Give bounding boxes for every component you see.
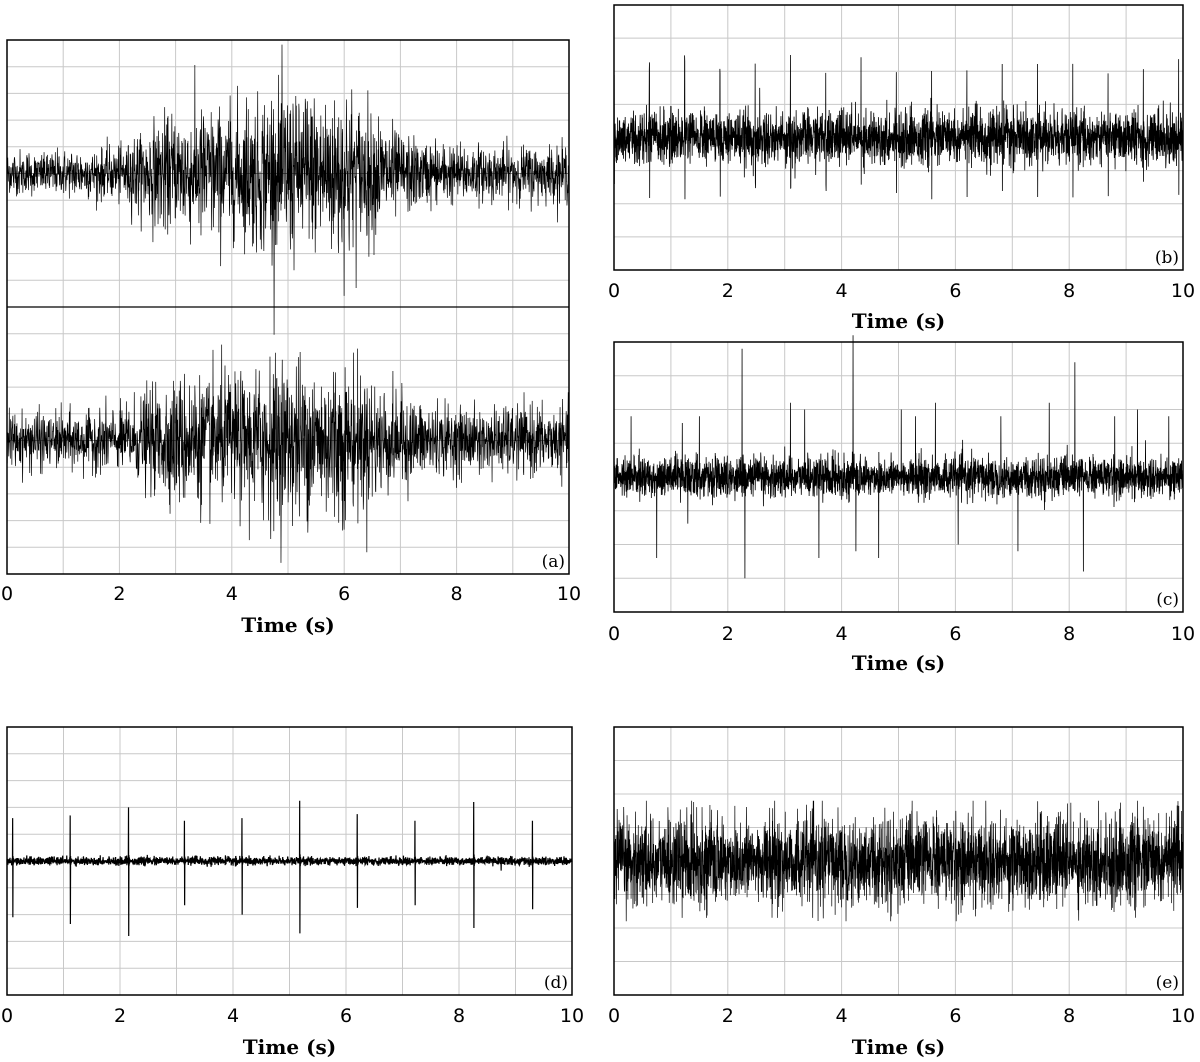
panel-d: 0 2 4 6 8 10 Time (s) (d) [1, 726, 584, 1059]
x-tick-label: 10 [1171, 280, 1195, 302]
x-tick-label: 2 [113, 583, 125, 605]
x-tick-label: 4 [836, 1005, 848, 1027]
series-line [6, 44, 570, 335]
panel-label: (a) [542, 552, 565, 572]
series-line [613, 335, 1184, 579]
x-axis-label: Time (s) [241, 613, 335, 637]
x-tick-label: 0 [608, 280, 620, 302]
x-tick-label: 6 [338, 583, 350, 605]
x-axis-label: Time (s) [852, 1035, 946, 1059]
plot-frame [613, 726, 1184, 996]
x-tick-label: 4 [836, 623, 848, 645]
panel-label: (d) [544, 973, 568, 993]
panel-b: 0 2 4 6 8 10 Time (s) (b) [608, 4, 1195, 333]
plot-frame [6, 39, 570, 575]
x-tick-label: 8 [1063, 280, 1075, 302]
x-tick-label: 2 [722, 623, 734, 645]
plot-frame [6, 726, 573, 996]
x-tick-label: 4 [226, 583, 238, 605]
panel-e: 0 2 4 6 8 10 Time (s) (e) [608, 726, 1195, 1059]
x-tick-label: 4 [836, 280, 848, 302]
x-tick-label: 8 [1063, 623, 1075, 645]
x-tick-label: 0 [1, 583, 13, 605]
x-tick-label: 2 [114, 1005, 126, 1027]
x-axis-label: Time (s) [852, 651, 946, 675]
x-tick-label: 2 [722, 1005, 734, 1027]
x-tick-label: 8 [1063, 1005, 1075, 1027]
panel-a: 0 2 4 6 8 10 Time (s) (a) [1, 39, 581, 637]
x-tick-label: 0 [1, 1005, 13, 1027]
x-tick-label: 10 [557, 583, 581, 605]
x-tick-label: 6 [949, 623, 961, 645]
series-line [6, 344, 570, 563]
x-tick-label: 0 [608, 1005, 620, 1027]
x-tick-label: 6 [949, 1005, 961, 1027]
x-axis-label: Time (s) [852, 309, 946, 333]
series-line [613, 54, 1184, 200]
plot-frame [613, 4, 1184, 271]
panel-label: (c) [1156, 590, 1179, 610]
x-tick-label: 6 [340, 1005, 352, 1027]
x-tick-label: 10 [1171, 1005, 1195, 1027]
x-tick-label: 4 [227, 1005, 239, 1027]
x-tick-label: 2 [722, 280, 734, 302]
panel-c: 0 2 4 6 8 10 Time (s) (c) [608, 335, 1195, 675]
series-line [613, 800, 1184, 922]
series-line [6, 800, 573, 937]
x-tick-label: 8 [453, 1005, 465, 1027]
panel-label: (e) [1156, 973, 1179, 993]
x-tick-label: 0 [608, 623, 620, 645]
plot-frame [613, 341, 1184, 613]
x-tick-label: 10 [560, 1005, 584, 1027]
panel-label: (b) [1155, 248, 1179, 268]
x-tick-label: 6 [949, 280, 961, 302]
x-tick-label: 10 [1171, 623, 1195, 645]
x-axis-label: Time (s) [243, 1035, 337, 1059]
x-tick-label: 8 [451, 583, 463, 605]
